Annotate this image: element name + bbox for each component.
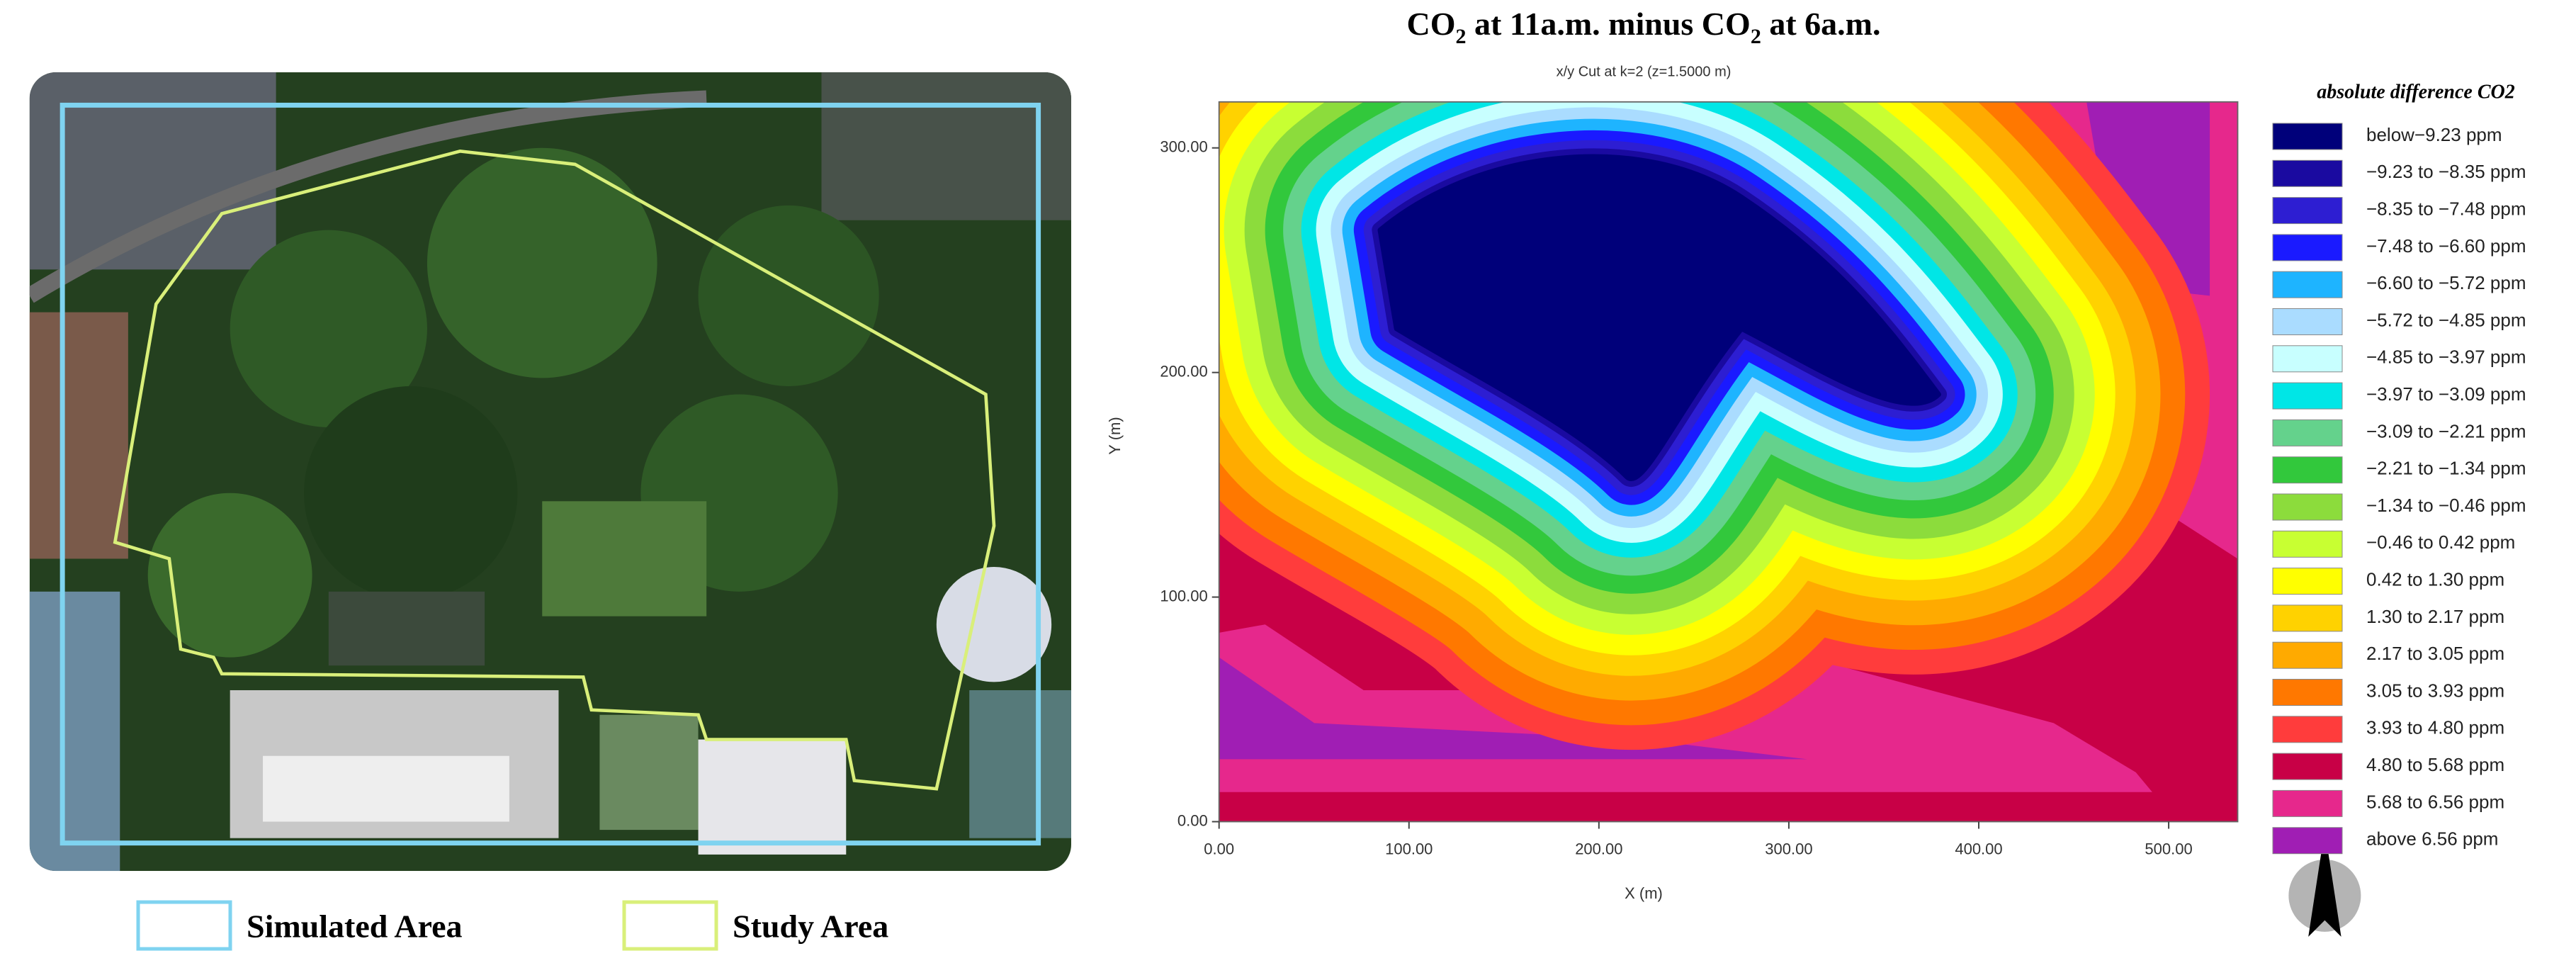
legend-label: 3.05 to 3.93 ppm bbox=[2366, 680, 2504, 701]
legend-label: −8.35 to −7.48 ppm bbox=[2366, 198, 2526, 219]
y-tick-label: 0.00 bbox=[1177, 811, 1208, 829]
legend-label: −3.97 to −3.09 ppm bbox=[2366, 383, 2526, 405]
title-part: at 6a.m. bbox=[1761, 6, 1881, 42]
legend-label: −2.21 to −1.34 ppm bbox=[2366, 458, 2526, 479]
legend-swatch bbox=[2272, 308, 2343, 335]
legend-label: −9.23 to −8.35 ppm bbox=[2366, 161, 2526, 182]
title-part: CO bbox=[1407, 6, 1456, 42]
x-tick-label: 500.00 bbox=[2145, 840, 2192, 857]
legend-swatch bbox=[2272, 604, 2343, 632]
legend-label: −7.48 to −6.60 ppm bbox=[2366, 235, 2526, 257]
legend-label: 2.17 to 3.05 ppm bbox=[2366, 643, 2504, 664]
plot-frame bbox=[1218, 101, 2239, 823]
subscript: 2 bbox=[1456, 25, 1467, 48]
legend-label: Study Area bbox=[733, 908, 888, 945]
legend-label: −4.85 to −3.97 ppm bbox=[2366, 347, 2526, 368]
y-tick-label: 100.00 bbox=[1160, 587, 1207, 604]
chart-title: CO2 at 11a.m. minus CO2 at 6a.m. bbox=[1407, 6, 1881, 49]
legend-swatch bbox=[2272, 456, 2343, 484]
x-tick-label: 300.00 bbox=[1765, 840, 1812, 857]
legend-swatch bbox=[2272, 271, 2343, 298]
legend-swatch bbox=[2272, 827, 2343, 855]
legend-label: 0.42 to 1.30 ppm bbox=[2366, 568, 2504, 590]
subscript: 2 bbox=[1751, 25, 1761, 48]
legend-swatch bbox=[2272, 197, 2343, 225]
legend-swatch bbox=[2272, 345, 2343, 373]
legend-swatch bbox=[2272, 382, 2343, 410]
legend-swatch bbox=[2272, 679, 2343, 706]
legend-label: 4.80 to 5.68 ppm bbox=[2366, 754, 2504, 775]
y-tick-label: 200.00 bbox=[1160, 362, 1207, 380]
legend-swatch bbox=[2272, 716, 2343, 743]
x-tick-label: 100.00 bbox=[1385, 840, 1433, 857]
legend-swatch bbox=[2272, 568, 2343, 595]
legend-label: −1.34 to −0.46 ppm bbox=[2366, 495, 2526, 516]
legend-swatch bbox=[2272, 159, 2343, 187]
legend-swatch bbox=[2272, 753, 2343, 780]
legend-swatch bbox=[136, 900, 232, 951]
x-tick-label: 200.00 bbox=[1575, 840, 1622, 857]
legend-label: 1.30 to 2.17 ppm bbox=[2366, 606, 2504, 627]
legend-swatch bbox=[2272, 493, 2343, 521]
legend-label: Simulated Area bbox=[247, 908, 463, 945]
legend-label: below−9.23 ppm bbox=[2366, 124, 2502, 145]
simulated-area-outline bbox=[60, 102, 1041, 846]
legend-swatch bbox=[2272, 123, 2343, 150]
legend-swatch bbox=[2272, 789, 2343, 817]
contour-band bbox=[1377, 154, 1941, 481]
legend-swatch bbox=[2272, 530, 2343, 558]
legend-label: −6.60 to −5.72 ppm bbox=[2366, 272, 2526, 293]
subtitle: x/y Cut at k=2 (z=1.5000 m) bbox=[1557, 64, 1732, 79]
title-part: at 11a.m. minus CO bbox=[1467, 6, 1751, 42]
legend-swatch bbox=[622, 900, 718, 951]
legend-label: 5.68 to 6.56 ppm bbox=[2366, 791, 2504, 812]
legend-swatch bbox=[2272, 641, 2343, 669]
north-arrow bbox=[2288, 830, 2361, 937]
legend-label: 3.93 to 4.80 ppm bbox=[2366, 717, 2504, 738]
x-tick-label: 0.00 bbox=[1204, 840, 1234, 857]
x-axis-label: X (m) bbox=[1625, 884, 1663, 902]
y-axis-label: Y (m) bbox=[1106, 417, 1124, 454]
legend-label: −5.72 to −4.85 ppm bbox=[2366, 309, 2526, 330]
legend-swatch bbox=[2272, 419, 2343, 446]
legend-title: absolute difference CO2 bbox=[2317, 81, 2514, 103]
legend-label: −3.09 to −2.21 ppm bbox=[2366, 420, 2526, 441]
legend-label: −0.46 to 0.42 ppm bbox=[2366, 531, 2515, 553]
legend-label: above 6.56 ppm bbox=[2366, 828, 2498, 850]
satellite-image bbox=[29, 72, 1071, 872]
contour-map bbox=[1219, 101, 2238, 822]
x-tick-label: 400.00 bbox=[1955, 840, 2002, 857]
study-area-outline bbox=[113, 149, 996, 791]
y-tick-label: 300.00 bbox=[1160, 138, 1207, 156]
legend-swatch bbox=[2272, 234, 2343, 261]
